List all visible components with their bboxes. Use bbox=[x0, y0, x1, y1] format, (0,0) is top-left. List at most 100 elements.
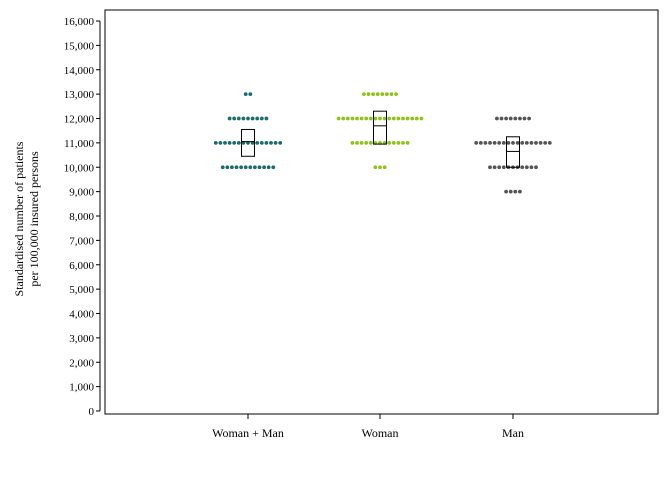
data-point bbox=[218, 140, 223, 145]
data-point bbox=[236, 140, 241, 145]
iqr-box bbox=[241, 128, 255, 157]
data-point bbox=[382, 165, 387, 170]
x-category-label: Man bbox=[502, 426, 524, 440]
data-point bbox=[355, 140, 359, 145]
data-point bbox=[538, 140, 543, 145]
y-tick-label: 15,000 bbox=[64, 40, 95, 52]
data-point bbox=[405, 140, 410, 145]
data-point bbox=[385, 92, 389, 97]
data-point bbox=[220, 165, 225, 170]
data-point bbox=[504, 116, 508, 121]
data-point bbox=[527, 116, 531, 121]
y-tick-label: 16,000 bbox=[64, 16, 95, 28]
data-point bbox=[483, 140, 488, 145]
y-tick-label: 3,000 bbox=[69, 333, 94, 345]
data-point bbox=[518, 189, 522, 194]
data-point bbox=[366, 92, 371, 97]
y-tick-label: 10,000 bbox=[64, 162, 95, 174]
data-point bbox=[382, 116, 387, 121]
data-point bbox=[401, 116, 405, 121]
data-point bbox=[522, 116, 527, 121]
data-point bbox=[373, 165, 378, 170]
data-point bbox=[547, 140, 552, 145]
data-point bbox=[264, 116, 269, 121]
data-point bbox=[504, 189, 508, 194]
iqr-box bbox=[373, 110, 387, 145]
data-point bbox=[266, 165, 271, 170]
data-point bbox=[508, 189, 513, 194]
data-point bbox=[518, 116, 522, 121]
data-point bbox=[515, 140, 520, 145]
data-point bbox=[387, 116, 392, 121]
data-point bbox=[474, 140, 479, 145]
data-point bbox=[499, 116, 504, 121]
data-point bbox=[405, 116, 410, 121]
data-point bbox=[234, 165, 239, 170]
y-tick-label: 6,000 bbox=[69, 260, 94, 272]
data-point bbox=[391, 116, 396, 121]
data-point bbox=[511, 140, 515, 145]
data-point bbox=[529, 140, 534, 145]
data-point bbox=[378, 116, 382, 121]
y-tick-label: 12,000 bbox=[64, 114, 95, 126]
y-axis-label-line-1: Standardised number of patients bbox=[12, 141, 26, 296]
y-tick-label: 2,000 bbox=[69, 357, 94, 369]
y-tick-label: 4,000 bbox=[69, 309, 94, 321]
data-point bbox=[410, 116, 415, 121]
y-tick-label: 0 bbox=[89, 406, 95, 418]
data-point bbox=[389, 92, 394, 97]
y-tick-label: 1,000 bbox=[69, 382, 94, 394]
data-point bbox=[513, 189, 518, 194]
data-point bbox=[529, 165, 534, 170]
data-point bbox=[396, 116, 401, 121]
data-point bbox=[243, 165, 248, 170]
data-point bbox=[497, 140, 502, 145]
data-point bbox=[488, 165, 492, 170]
data-point bbox=[248, 165, 253, 170]
data-point bbox=[371, 92, 375, 97]
data-point bbox=[230, 165, 234, 170]
data-point bbox=[373, 116, 378, 121]
data-point bbox=[239, 165, 244, 170]
data-point bbox=[492, 140, 497, 145]
y-tick-label: 9,000 bbox=[69, 187, 94, 199]
data-point bbox=[255, 140, 260, 145]
y-axis-label-line-2: per 100,000 insured persons bbox=[27, 151, 41, 287]
data-point bbox=[336, 116, 341, 121]
x-category-label: Woman + Man bbox=[212, 426, 284, 440]
data-point bbox=[513, 116, 518, 121]
data-point bbox=[368, 116, 373, 121]
y-axis-label: Standardised number of patients per 100,… bbox=[12, 141, 41, 296]
data-point bbox=[492, 165, 497, 170]
data-point bbox=[378, 165, 382, 170]
data-point bbox=[259, 140, 264, 145]
y-tick-label: 5,000 bbox=[69, 284, 94, 296]
data-point bbox=[355, 116, 359, 121]
y-tick-label: 7,000 bbox=[69, 235, 94, 247]
data-point bbox=[262, 165, 266, 170]
data-point bbox=[213, 140, 218, 145]
data-point bbox=[534, 140, 538, 145]
data-point bbox=[524, 140, 529, 145]
x-category-label: Woman bbox=[361, 426, 398, 440]
data-point bbox=[253, 165, 257, 170]
data-point bbox=[524, 165, 529, 170]
data-point bbox=[359, 116, 364, 121]
data-point bbox=[232, 140, 237, 145]
data-point bbox=[394, 92, 398, 97]
data-point bbox=[345, 116, 350, 121]
plot-frame bbox=[104, 9, 659, 415]
data-point bbox=[414, 116, 419, 121]
data-point bbox=[364, 116, 369, 121]
data-point bbox=[350, 116, 355, 121]
data-point bbox=[391, 140, 396, 145]
data-point bbox=[269, 140, 273, 145]
data-point bbox=[380, 92, 385, 97]
data-point bbox=[508, 116, 513, 121]
data-point bbox=[401, 140, 405, 145]
data-point bbox=[501, 140, 506, 145]
data-point bbox=[248, 92, 253, 97]
y-tick-label: 13,000 bbox=[64, 89, 95, 101]
data-point bbox=[236, 116, 241, 121]
